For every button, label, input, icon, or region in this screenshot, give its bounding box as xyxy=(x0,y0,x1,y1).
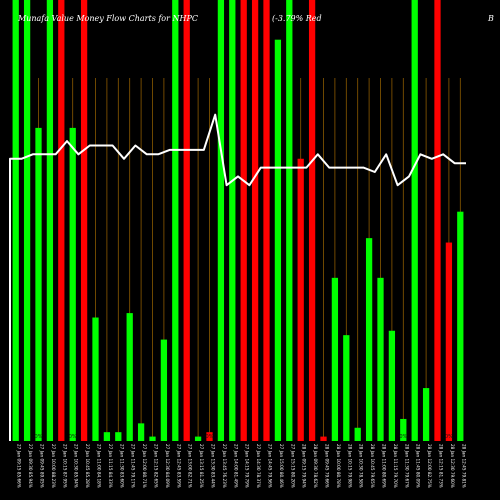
bar-green xyxy=(422,388,430,441)
brand-mark: B xyxy=(488,14,494,23)
bar-green xyxy=(388,330,396,441)
x-tick-label: 27 Jan 13:45 76.23% xyxy=(222,444,227,488)
x-tick-label: 28 Jan 12:15 81.73% xyxy=(439,444,444,488)
bar-red xyxy=(445,242,453,441)
bar-green xyxy=(274,39,282,441)
x-tick-label: 28 Jan 12:30 79.60% xyxy=(450,444,455,488)
x-tick-label: 28 Jan 12:00 82.75% xyxy=(427,444,432,488)
x-tick-label: 28 Jan 09:45 79.66% xyxy=(325,444,330,488)
bar-red xyxy=(240,0,247,441)
x-tick-label: 27 Jan 12:45 83.59% xyxy=(176,444,181,488)
x-tick-label: 27 Jan 13:15 81.25% xyxy=(199,444,204,488)
x-tick-label: 27 Jan 11:30 83.60% xyxy=(119,444,124,488)
x-tick-label: 28 Jan 12:45 79.81% xyxy=(461,444,466,488)
bar-red xyxy=(434,0,441,441)
x-tick-label: 27 Jan 10:15 87.95% xyxy=(62,444,67,488)
bar-red xyxy=(320,436,327,441)
x-tick-label: 27 Jan 09:15 85.66% xyxy=(17,444,22,488)
x-tick-label: 28 Jan 10:30 78.58% xyxy=(359,444,364,488)
bar-green xyxy=(172,0,179,441)
x-tick-label: 28 Jan 09:30 78.62% xyxy=(313,444,318,488)
bar-green xyxy=(411,0,418,441)
x-tick-label: 27 Jan 14:15 79.79% xyxy=(245,444,250,488)
bar-green xyxy=(103,432,111,441)
x-tick-label: 27 Jan 09:45 89.05% xyxy=(40,444,45,488)
money-flow-line xyxy=(9,113,466,441)
x-tick-label: 27 Jan 09:30 85.94% xyxy=(28,444,33,488)
change-percent-label: (-3.79% Red xyxy=(272,14,322,23)
zero-percent-label: 0% xyxy=(35,434,43,440)
x-tick-label: 28 Jan 11:15 79.70% xyxy=(393,444,398,488)
x-tick-label: 27 Jan 15:00 80.46% xyxy=(279,444,284,488)
bar-red xyxy=(80,0,88,441)
x-tick-label: 27 Jan 12:30 84.09% xyxy=(165,444,170,488)
x-tick-label: 28 Jan 11:00 80.69% xyxy=(382,444,387,488)
bar-green xyxy=(343,335,350,441)
bar-green xyxy=(160,339,168,441)
x-tick-label: 27 Jan 10:30 85.94% xyxy=(74,444,79,488)
x-tick-label: 27 Jan 13:00 82.71% xyxy=(188,444,193,488)
bar-green xyxy=(377,277,384,441)
x-tick-label: 27 Jan 11:45 79.17% xyxy=(131,444,136,488)
zero-percent-label: 0% xyxy=(399,434,407,440)
bar-green xyxy=(69,127,76,441)
x-tick-label: 28 Jan 10:45 79.65% xyxy=(370,444,375,488)
x-tick-label: 27 Jan 14:00 81.49% xyxy=(233,444,238,488)
money-flow-bars xyxy=(12,0,464,441)
bar-green xyxy=(229,0,236,441)
chart-title: Munafa Value Money Flow Charts for NHPC xyxy=(18,14,198,23)
bar-green xyxy=(365,238,373,441)
bar-green xyxy=(115,432,122,441)
bar-green xyxy=(194,436,202,441)
x-axis-tick-labels: 27 Jan 09:15 85.66% 27 Jan 09:30 85.94% 27… xyxy=(17,444,467,488)
bar-red xyxy=(251,0,259,441)
zero-percent-label: 0% xyxy=(206,434,214,440)
bar-green xyxy=(12,0,19,441)
bar-green xyxy=(137,423,145,441)
x-tick-label: 28 Jan 11:45 80.09% xyxy=(416,444,421,488)
bar-green xyxy=(46,0,54,441)
bar-green xyxy=(126,313,133,441)
x-tick-label: 28 Jan 10:00 80.78% xyxy=(336,444,341,488)
x-tick-label: 27 Jan 11:00 84.18% xyxy=(97,444,102,488)
bar-green xyxy=(400,418,407,441)
bar-green xyxy=(23,0,31,441)
bar-green xyxy=(457,211,464,441)
x-tick-label: 27 Jan 11:15 84.33% xyxy=(108,444,113,488)
x-tick-label: 27 Jan 12:15 82.65% xyxy=(154,444,159,488)
bar-red xyxy=(297,158,304,441)
bar-red xyxy=(308,0,316,441)
x-tick-label: 27 Jan 14:30 78.37% xyxy=(256,444,261,488)
bar-green xyxy=(92,317,99,441)
x-tick-label: 27 Jan 13:30 83.44% xyxy=(211,444,216,488)
x-tick-label: 27 Jan 14:45 79.56% xyxy=(268,444,273,488)
zero-percent-label: 0% xyxy=(445,434,453,440)
bar-green xyxy=(331,277,339,441)
bar-green xyxy=(354,427,361,441)
bar-green xyxy=(286,0,293,441)
bar-green xyxy=(149,436,156,441)
x-tick-label: 28 Jan 11:30 79.67% xyxy=(404,444,409,488)
x-tick-label: 27 Jan 12:00 80.71% xyxy=(142,444,147,488)
x-tick-label: 27 Jan 10:45 85.28% xyxy=(85,444,90,488)
x-tick-label: 27 Jan 10:00 88.23% xyxy=(51,444,56,488)
bar-green xyxy=(35,127,42,441)
x-tick-label: 28 Jan 10:15 79.98% xyxy=(347,444,352,488)
x-tick-label: 27 Jan 15:15 80.20% xyxy=(290,444,295,488)
bar-red xyxy=(263,0,270,441)
zero-percent-label: 0% xyxy=(69,434,77,440)
x-tick-label: 28 Jan 09:15 79.94% xyxy=(302,444,307,488)
bar-red xyxy=(58,0,65,441)
bar-red xyxy=(183,0,190,441)
zero-percent-labels: 0% 0% 0% 0% 0% xyxy=(35,434,454,440)
bar-green xyxy=(217,0,225,441)
bar-red xyxy=(206,432,213,441)
